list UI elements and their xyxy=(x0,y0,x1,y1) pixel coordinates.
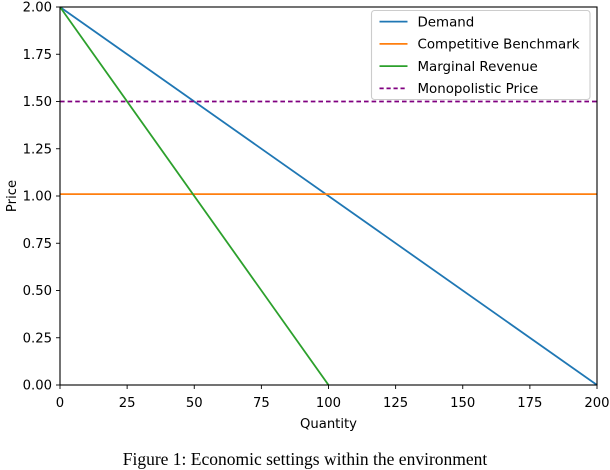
y-tick-label: 2.00 xyxy=(23,1,52,16)
x-tick-label: 175 xyxy=(517,396,542,411)
y-axis: 0.00 0.25 0.50 0.75 1.00 1.25 1.50 1.75 2.00 Pric… xyxy=(5,1,60,394)
x-axis: 0 25 50 75 100 125 150 175 200 Quantity xyxy=(56,385,610,432)
figure-1: 0 25 50 75 100 125 150 175 200 Quantity 0.00 0.25 0.… xyxy=(5,0,610,469)
legend-entry-marginal-revenue: Marginal Revenue xyxy=(379,60,538,75)
plot-frame xyxy=(59,6,598,386)
x-tick-label: 0 xyxy=(56,396,64,411)
figure-caption: Figure 1: Economic settings within the e… xyxy=(122,449,488,469)
legend-label: Demand xyxy=(418,15,475,30)
x-tick-label: 200 xyxy=(584,396,609,411)
y-tick-label: 1.50 xyxy=(23,95,52,110)
x-tick-label: 25 xyxy=(119,396,136,411)
y-tick-label: 0.00 xyxy=(23,379,52,394)
legend-box xyxy=(370,9,591,101)
x-tick-label: 75 xyxy=(253,396,270,411)
legend-entry-competitive-benchmark: Competitive Benchmark xyxy=(379,38,580,53)
y-tick-label: 0.25 xyxy=(23,331,52,346)
x-tick-label: 150 xyxy=(450,396,475,411)
legend-entry-demand: Demand xyxy=(379,15,475,30)
x-tick-label: 50 xyxy=(186,396,203,411)
y-tick-label: 0.75 xyxy=(23,237,52,252)
legend-label: Monopolistic Price xyxy=(418,82,539,97)
x-tick-label: 100 xyxy=(316,396,341,411)
economics-chart: 0 25 50 75 100 125 150 175 200 Quantity 0.00 0.25 0.… xyxy=(5,0,610,432)
legend: Demand Competitive Benchmark Marginal Reve… xyxy=(370,9,591,101)
y-tick-label: 0.50 xyxy=(23,284,52,299)
y-tick-label: 1.00 xyxy=(23,190,52,205)
y-tick-label: 1.75 xyxy=(23,48,52,63)
chart-canvas: 0 25 50 75 100 125 150 175 200Quantity0.000.250.… xyxy=(5,0,610,432)
y-axis-label: Price xyxy=(5,180,20,212)
legend-label: Competitive Benchmark xyxy=(418,38,580,53)
y-tick-label: 1.25 xyxy=(23,142,52,157)
series-line-demand xyxy=(60,7,597,385)
legend-entry-monopolistic-price: Monopolistic Price xyxy=(379,82,539,97)
legend-label: Marginal Revenue xyxy=(418,60,538,75)
x-axis-label: Quantity xyxy=(300,417,357,432)
series-group xyxy=(60,7,597,385)
series-line-marginal-revenue xyxy=(60,7,330,385)
x-tick-label: 125 xyxy=(383,396,408,411)
